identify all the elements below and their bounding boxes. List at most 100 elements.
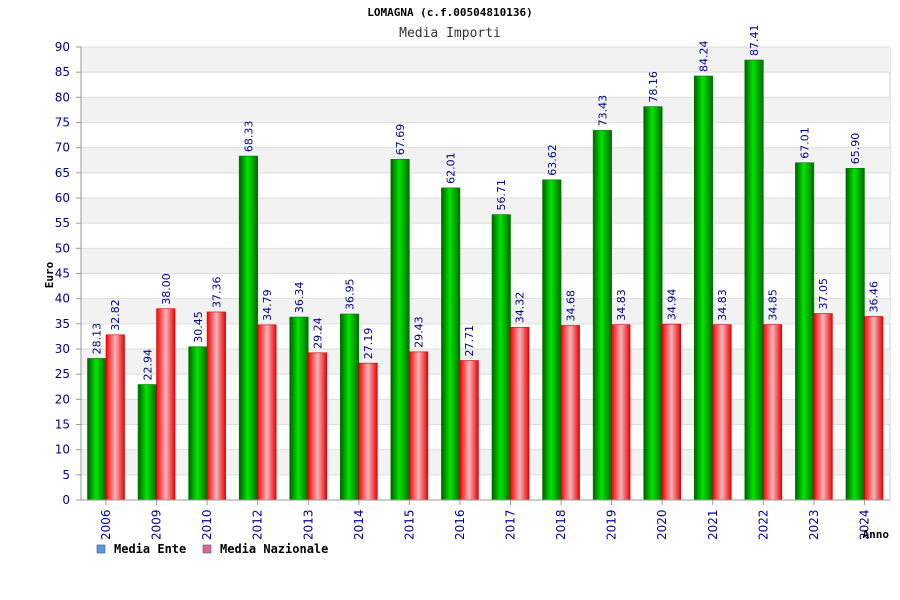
x-tick-label: 2023: [807, 509, 821, 540]
bar-media-nazionale: [712, 324, 732, 501]
value-label: 34.83: [716, 289, 729, 321]
value-label: 36.95: [344, 279, 357, 311]
value-label: 34.85: [767, 289, 780, 321]
value-label: 30.45: [192, 311, 205, 343]
value-label: 32.82: [109, 299, 122, 331]
value-label: 29.24: [312, 317, 325, 349]
x-tick-label: 2020: [655, 509, 669, 540]
grid-band: [81, 147, 890, 173]
bar-media-ente: [390, 158, 410, 501]
bar-media-ente: [238, 155, 258, 501]
bar-media-ente: [592, 130, 612, 501]
value-label: 84.24: [698, 40, 711, 72]
bar-media-ente: [795, 162, 815, 501]
x-tick-label: 2022: [756, 509, 770, 540]
y-tick-label: 65: [55, 166, 70, 180]
value-label: 34.32: [514, 292, 527, 324]
y-tick-label: 90: [55, 40, 70, 54]
bar-media-nazionale: [257, 324, 277, 501]
x-axis: 2006 2009 2010 2012 2013 2014 2015 2016 2017 2018…: [81, 499, 890, 540]
grid-band: [81, 97, 890, 123]
x-tick-label: 2021: [706, 509, 720, 540]
x-tick-label: 2015: [402, 509, 416, 540]
x-tick-label: 2006: [99, 509, 113, 540]
x-tick-label: 2009: [150, 509, 164, 540]
value-label: 36.46: [868, 281, 881, 313]
x-tick-label: 2012: [251, 509, 265, 540]
value-label: 27.19: [362, 328, 375, 360]
value-label: 34.68: [564, 290, 577, 322]
legend-label: Media Nazionale: [220, 542, 328, 556]
bar-media-ente: [693, 75, 714, 501]
bar-media-ente: [441, 187, 461, 501]
grid-band: [81, 47, 890, 73]
bar-media-ente: [643, 106, 663, 501]
x-tick-label: 2024: [857, 509, 871, 540]
y-tick-label: 85: [55, 65, 70, 79]
legend: Media Ente Media Nazionale: [96, 542, 328, 556]
bar-media-nazionale: [611, 324, 631, 501]
value-label: 36.34: [293, 282, 306, 314]
bar-media-ente: [491, 214, 511, 501]
y-tick-label: 50: [55, 241, 70, 255]
y-tick-label: 20: [55, 392, 70, 406]
bar-media-ente: [137, 384, 157, 501]
bar-media-ente: [188, 346, 208, 501]
grid-band: [81, 248, 890, 274]
bar-media-nazionale: [813, 313, 833, 501]
x-tick-label: 2017: [504, 509, 518, 540]
y-tick-label: 15: [55, 418, 70, 432]
value-label: 73.43: [596, 95, 609, 127]
value-label: 67.69: [394, 124, 407, 156]
bar-media-nazionale: [510, 326, 530, 501]
value-label: 37.36: [210, 276, 223, 308]
x-tick-label: 2014: [352, 509, 366, 540]
bars: [87, 59, 884, 501]
value-label: 27.71: [463, 325, 476, 357]
y-tick-label: 30: [55, 342, 70, 356]
x-tick-label: 2010: [200, 509, 214, 540]
bar-media-nazionale: [459, 360, 479, 501]
value-label: 38.00: [160, 273, 173, 305]
value-label: 87.41: [748, 25, 761, 57]
y-tick-label: 25: [55, 367, 70, 381]
bar-media-ente: [744, 59, 764, 501]
y-tick-label: 5: [62, 468, 70, 482]
y-tick-label: 45: [55, 267, 70, 281]
bar-media-nazionale: [206, 311, 226, 501]
grid-band: [81, 198, 890, 224]
bar-media-ente: [289, 316, 309, 501]
value-label: 34.94: [665, 289, 678, 321]
bar-media-nazionale: [409, 351, 429, 501]
legend-swatch: [202, 544, 212, 554]
bar-media-nazionale: [105, 334, 125, 501]
bar-media-nazionale: [560, 325, 580, 501]
y-tick-label: 80: [55, 90, 70, 104]
x-tick-label: 2019: [605, 509, 619, 540]
value-label: 65.90: [849, 133, 862, 165]
y-tick-label: 60: [55, 191, 70, 205]
legend-label: Media Ente: [114, 542, 186, 556]
value-label: 28.13: [91, 323, 104, 355]
x-axis-label: Anno: [863, 528, 890, 541]
y-tick-label: 70: [55, 141, 70, 155]
y-tick-label: 40: [55, 292, 70, 306]
y-tick-label: 75: [55, 116, 70, 130]
value-label: 37.05: [817, 278, 830, 310]
x-tick-label: 2013: [301, 509, 315, 540]
y-tick-label: 0: [62, 493, 70, 507]
bar-media-ente: [87, 358, 107, 501]
bar-media-nazionale: [864, 316, 884, 501]
value-label: 62.01: [445, 152, 458, 184]
bar-media-ente: [542, 179, 562, 501]
y-axis: 0 5 10 15 20 25 30 35 40 45 50 55 60 65 70 75 80 85 90: [55, 40, 82, 507]
value-label: 63.62: [546, 144, 559, 176]
value-label: 22.94: [141, 349, 154, 381]
y-tick-label: 35: [55, 317, 70, 331]
legend-swatch: [96, 544, 106, 554]
bar-media-ente: [340, 313, 360, 501]
value-label: 34.79: [261, 289, 274, 321]
chart-subtitle: Media Importi: [399, 26, 501, 41]
y-tick-label: 10: [55, 443, 70, 457]
